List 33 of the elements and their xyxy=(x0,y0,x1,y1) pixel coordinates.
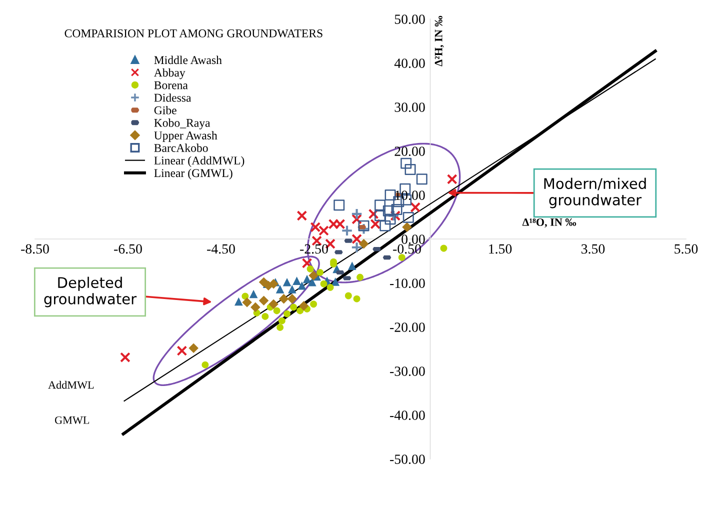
annotation: AddMWL xyxy=(48,380,94,389)
y-tick-label: 30.00 xyxy=(394,102,425,112)
y-tick-label: 40.00 xyxy=(394,58,425,68)
legend-label: Kobo_Raya xyxy=(154,118,210,130)
legend-label: Linear (AddMWL) xyxy=(154,156,244,167)
legend-label: Linear (GMWL) xyxy=(154,168,232,180)
annotation: GMWL xyxy=(54,416,90,424)
legend-label: BarcAkobo xyxy=(154,144,208,152)
legend-label: Abbay xyxy=(154,68,186,80)
x-tick-label: -6.50 xyxy=(114,244,142,254)
legend-label: Upper Awash xyxy=(154,131,218,142)
legend-label: Gibe xyxy=(154,106,176,114)
legend-label: Middle Awash xyxy=(154,56,222,64)
text: COMPARISION PLOT AMONG GROUNDWATERS xyxy=(64,29,322,38)
y-tick-label: -40.00 xyxy=(390,410,425,420)
x-axis-title: Δ¹⁸O, IN ‰ xyxy=(522,218,576,228)
y-axis-title: Δ²H, IN ‰ xyxy=(434,16,444,66)
x-tick-label: -8.50 xyxy=(21,244,49,254)
y-tick-label: -50.00 xyxy=(390,454,425,464)
y-tick-label: 20.00 xyxy=(394,146,425,156)
y-tick-label: -10.00 xyxy=(390,278,425,288)
y-tick-label: -20.00 xyxy=(390,322,425,332)
x-tick-label: 3.50 xyxy=(582,244,605,254)
annotation: Modern/mixed groundwater xyxy=(544,178,646,208)
annotation: Depleted groundwater xyxy=(44,276,137,308)
y-tick-label: 0.00 xyxy=(402,234,425,244)
legend-label: Didessa xyxy=(154,93,192,102)
y-tick-label: -30.00 xyxy=(390,366,425,376)
y-tick-label: 50.00 xyxy=(394,14,425,24)
x-tick-label: -4.50 xyxy=(207,244,235,254)
x-tick-label: 1.50 xyxy=(489,244,512,254)
x-tick-label: 5.50 xyxy=(674,244,698,254)
legend-label: Borena xyxy=(154,81,188,90)
